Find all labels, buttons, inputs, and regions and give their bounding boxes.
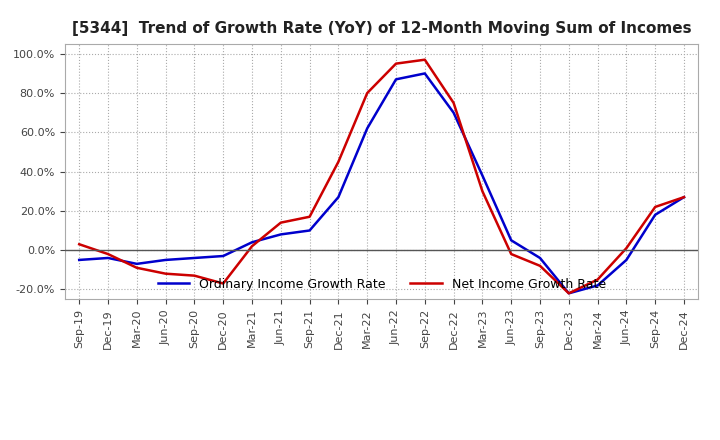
Ordinary Income Growth Rate: [449, 110, 458, 115]
Ordinary Income Growth Rate: [276, 232, 285, 237]
Ordinary Income Growth Rate: [161, 257, 170, 263]
Ordinary Income Growth Rate: [219, 253, 228, 259]
Net Income Growth Rate: [449, 100, 458, 106]
Ordinary Income Growth Rate: [248, 240, 256, 245]
Ordinary Income Growth Rate: [190, 255, 199, 260]
Ordinary Income Growth Rate: [363, 126, 372, 131]
Net Income Growth Rate: [536, 263, 544, 268]
Ordinary Income Growth Rate: [75, 257, 84, 263]
Net Income Growth Rate: [190, 273, 199, 278]
Net Income Growth Rate: [305, 214, 314, 220]
Net Income Growth Rate: [276, 220, 285, 225]
Net Income Growth Rate: [392, 61, 400, 66]
Ordinary Income Growth Rate: [622, 257, 631, 263]
Ordinary Income Growth Rate: [334, 194, 343, 200]
Net Income Growth Rate: [420, 57, 429, 62]
Net Income Growth Rate: [478, 189, 487, 194]
Ordinary Income Growth Rate: [478, 173, 487, 178]
Line: Net Income Growth Rate: Net Income Growth Rate: [79, 60, 684, 293]
Net Income Growth Rate: [564, 291, 573, 296]
Net Income Growth Rate: [507, 251, 516, 257]
Net Income Growth Rate: [593, 277, 602, 282]
Title: [5344]  Trend of Growth Rate (YoY) of 12-Month Moving Sum of Incomes: [5344] Trend of Growth Rate (YoY) of 12-…: [72, 21, 691, 36]
Ordinary Income Growth Rate: [392, 77, 400, 82]
Net Income Growth Rate: [104, 251, 112, 257]
Net Income Growth Rate: [219, 281, 228, 286]
Line: Ordinary Income Growth Rate: Ordinary Income Growth Rate: [79, 73, 684, 293]
Net Income Growth Rate: [334, 159, 343, 165]
Ordinary Income Growth Rate: [132, 261, 141, 267]
Net Income Growth Rate: [363, 91, 372, 96]
Net Income Growth Rate: [622, 246, 631, 251]
Net Income Growth Rate: [75, 242, 84, 247]
Ordinary Income Growth Rate: [564, 291, 573, 296]
Ordinary Income Growth Rate: [420, 71, 429, 76]
Net Income Growth Rate: [680, 194, 688, 200]
Net Income Growth Rate: [161, 271, 170, 276]
Net Income Growth Rate: [132, 265, 141, 271]
Net Income Growth Rate: [651, 204, 660, 209]
Legend: Ordinary Income Growth Rate, Net Income Growth Rate: Ordinary Income Growth Rate, Net Income …: [153, 272, 611, 296]
Net Income Growth Rate: [248, 244, 256, 249]
Ordinary Income Growth Rate: [680, 194, 688, 200]
Ordinary Income Growth Rate: [593, 283, 602, 288]
Ordinary Income Growth Rate: [651, 212, 660, 217]
Ordinary Income Growth Rate: [305, 228, 314, 233]
Ordinary Income Growth Rate: [536, 255, 544, 260]
Ordinary Income Growth Rate: [104, 255, 112, 260]
Ordinary Income Growth Rate: [507, 238, 516, 243]
